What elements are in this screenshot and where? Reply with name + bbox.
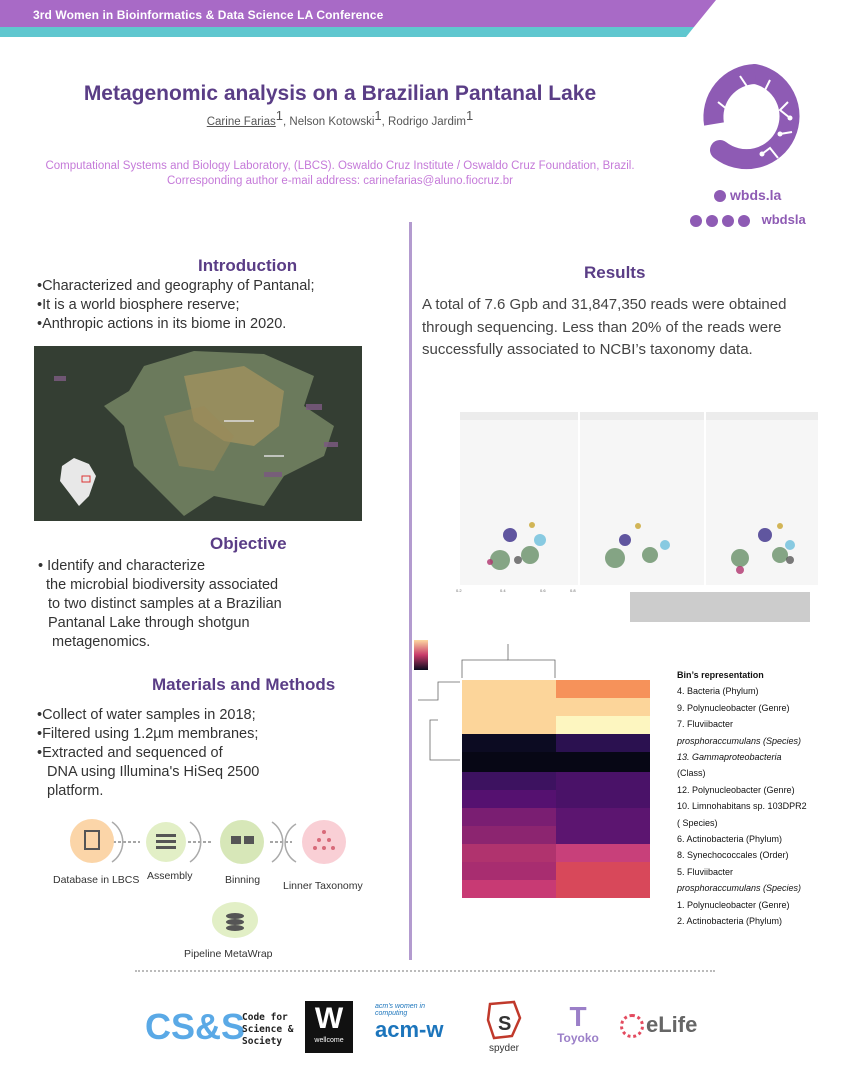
pipeline-label: Database in LBCS [53, 874, 140, 886]
conference-name: 3rd Women in Bioinformatics & Data Scien… [33, 8, 384, 22]
bin-item: 7. Fluviibacter [677, 719, 734, 730]
list-item: •Characterized and geography of Pantanal… [37, 278, 315, 294]
bins-legend: Bin’s representation 4. Bacteria (Phylum… [677, 667, 807, 930]
bin-item: ( Species) [677, 817, 718, 828]
list-item: •Anthropic actions in its biome in 2020. [37, 316, 287, 332]
bin-item: prosphoraccumulans (Species) [677, 735, 802, 746]
methods-heading: Materials and Methods [152, 675, 336, 694]
pantanal-map-image [34, 346, 362, 521]
pipeline-label: Binning [225, 874, 261, 886]
author-name: Nelson Kotowski [289, 115, 375, 128]
spyder-logo: S spyder [484, 1000, 524, 1054]
svg-text:0.6: 0.6 [540, 588, 546, 593]
globe-icon [714, 190, 726, 203]
acm-w-tagline: acm's women in computing [375, 1003, 425, 1017]
wellcome-logo: W wellcome [305, 1001, 353, 1053]
pipeline-label: Pipeline MetaWrap [184, 948, 273, 960]
pipeline-glyphs [84, 830, 335, 931]
spyder-icon: S [486, 1000, 522, 1040]
bins-heading: Bin’s representation [677, 670, 764, 680]
toyoko-logo: T Toyoko [548, 1003, 608, 1046]
author-name: Rodrigo Jardim [388, 115, 467, 128]
website-label: wbds.la [730, 187, 782, 203]
list-item: •Filtered using 1.2µm membranes; [37, 726, 259, 742]
text-line: Pantanal Lake through shotgun [48, 615, 250, 631]
gc-abundance-scatter-figure: 0.2 0.4 0.6 0.8 [440, 410, 820, 625]
wbds-social: wbdsla [690, 212, 806, 227]
affiliation-line: Computational Systems and Biology Labora… [45, 160, 635, 172]
svg-text:S: S [498, 1013, 511, 1035]
binning-node-icon [220, 820, 264, 864]
facebook-icon[interactable] [706, 214, 718, 227]
author-name: Carine Farias [206, 115, 276, 128]
list-item: •Collect of water samples in 2018; [37, 707, 256, 723]
footer-divider [135, 970, 715, 972]
bin-item: 8. Synechococcales (Order) [677, 850, 789, 861]
bin-item: 13. Gammaproteobacteria [677, 752, 782, 763]
methods-list: •Collect of water samples in 2018; •Filt… [37, 706, 259, 801]
objective-text: • Identify and characterize the microbia… [38, 557, 358, 652]
bin-item: 2. Actinobacteria (Phylum) [677, 916, 783, 927]
pipeline-label: Assembly [147, 870, 193, 882]
css-logo: CS&S [145, 1006, 246, 1047]
bin-item: 10. Limnohabitans sp. 103DPR2 [677, 801, 807, 812]
bin-item: 4. Bacteria (Phylum) [677, 686, 759, 697]
author-list: Carine Farias1, Nelson Kotowski1, Rodrig… [206, 108, 474, 128]
svg-text:0.2: 0.2 [456, 588, 462, 593]
instagram-icon[interactable] [738, 214, 750, 227]
wbds-website[interactable]: wbds.la [714, 187, 781, 203]
conference-banner [0, 0, 716, 37]
code-for-science-logo: Code for Science & Society [242, 1012, 294, 1047]
acm-w-logo: acm's women in computing acm-w [375, 1003, 465, 1057]
poster-title: Metagenomic analysis on a Brazilian Pant… [83, 82, 597, 105]
toyoko-label: Toyoko [557, 1031, 599, 1045]
bin-item: prosphoraccumulans (Species) [677, 883, 802, 894]
spyder-label: spyder [488, 1043, 519, 1054]
bin-item: 6. Actinobacteria (Phylum) [677, 834, 783, 845]
text-line: the microbial biodiversity associated [46, 577, 279, 593]
list-item: •Extracted and sequenced of [37, 745, 223, 761]
text-line: • Identify and characterize [38, 558, 206, 574]
taxonomy-node-icon [302, 820, 346, 864]
database-node-icon [70, 819, 114, 863]
svg-text:0.4: 0.4 [500, 588, 506, 593]
contact-email: Corresponding author e-mail address: car… [167, 175, 513, 187]
social-handle: wbdsla [761, 212, 806, 227]
author-affil-mark: 1 [374, 108, 382, 123]
acm-w-label: acm-w [375, 1017, 444, 1042]
bin-item: 9. Polynucleobacter (Genre) [677, 702, 790, 713]
bin-item: 12. Polynucleobacter (Genre) [677, 784, 795, 795]
telegram-icon[interactable] [722, 214, 734, 227]
elife-icon [620, 1014, 644, 1039]
text-line: metagenomics. [52, 634, 151, 650]
list-item: DNA using Illumina's HiSeq 2500 [47, 764, 260, 780]
author-affil-mark: 1 [466, 108, 474, 123]
introduction-heading: Introduction [198, 256, 298, 275]
objective-heading: Objective [210, 534, 287, 553]
introduction-list: •Characterized and geography of Pantanal… [37, 277, 315, 334]
bin-item: 5. Fluviibacter [677, 866, 734, 877]
wellcome-label: wellcome [314, 1037, 344, 1044]
elife-logo: eLife [620, 1012, 698, 1039]
bin-abundance-heatmap [414, 640, 650, 898]
wbds-logo [703, 64, 800, 170]
list-item: platform. [47, 783, 104, 799]
elife-label: eLife [646, 1012, 698, 1037]
column-divider [409, 222, 412, 960]
pipeline-label: Linner Taxonomy [283, 880, 363, 892]
pipeline-diagram: Database in LBCS Assembly Binning Linner… [40, 812, 380, 962]
results-heading: Results [584, 263, 646, 282]
list-item: •It is a world biosphere reserve; [37, 297, 240, 313]
twitter-icon[interactable] [690, 214, 702, 227]
svg-text:0.8: 0.8 [570, 588, 576, 593]
bin-item: 1. Polynucleobacter (Genre) [677, 899, 790, 910]
text-line: to two distinct samples at a Brazilian [48, 596, 282, 612]
bin-item: (Class) [677, 768, 706, 779]
results-text: A total of 7.6 Gpb and 31,847,350 reads … [422, 296, 787, 358]
affiliation: Computational Systems and Biology Labora… [0, 159, 680, 189]
author-affil-mark: 1 [275, 108, 283, 123]
